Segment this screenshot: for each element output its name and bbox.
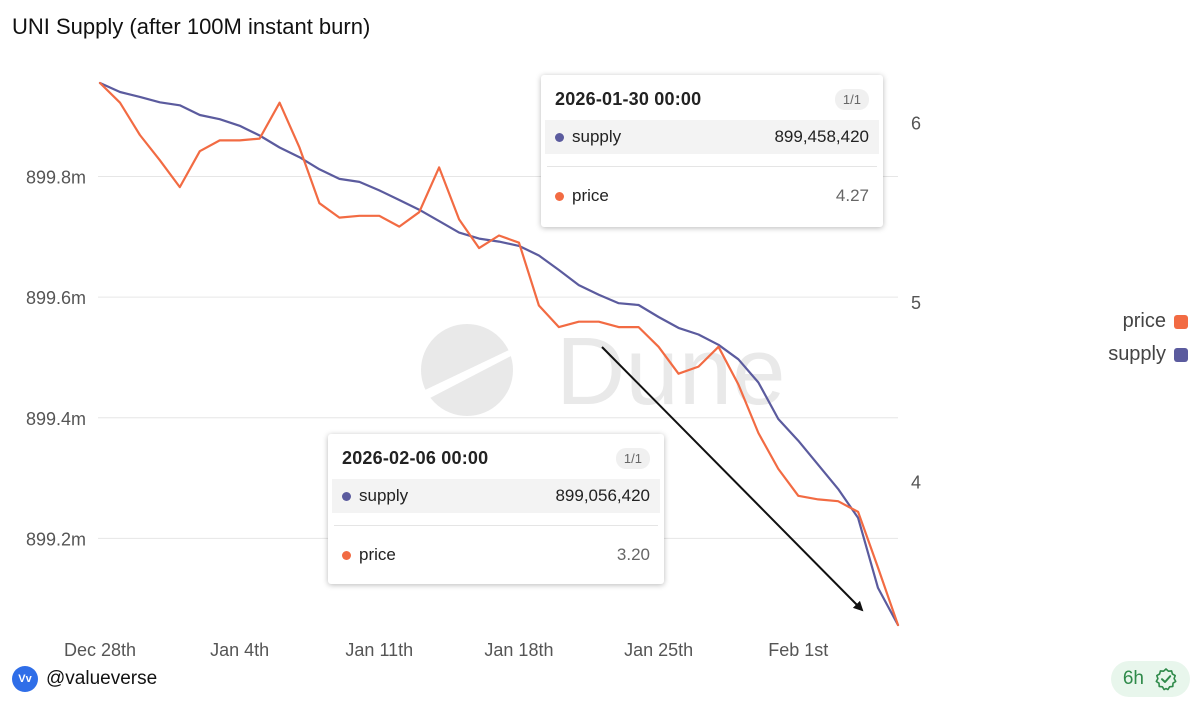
legend-swatch-price	[1174, 314, 1188, 329]
tooltip-value: 3.20	[616, 545, 650, 564]
tooltip-page-badge: 1/1	[834, 89, 869, 110]
tooltip-series-name: price	[359, 545, 396, 564]
watermark-text: Dune	[556, 318, 786, 425]
chart-title: UNI Supply (after 100M instant burn)	[12, 14, 371, 39]
tooltip-2026-01-30: 2026-01-30 00:00 1/1 supply 899,458,420 …	[541, 75, 883, 227]
tooltip-series-name: supply	[572, 127, 622, 146]
price-dot-icon	[342, 550, 351, 560]
legend-item-supply[interactable]: supply	[1108, 343, 1188, 366]
tooltip-date: 2026-01-30 00:00	[555, 89, 702, 109]
tooltip-row-price: price 4.27	[545, 179, 879, 213]
legend-item-price[interactable]: price	[1123, 310, 1188, 333]
author-username: @valueverse	[46, 668, 158, 689]
tooltip-divider	[547, 166, 877, 167]
x-tick-label: Jan 11th	[345, 640, 413, 660]
y-right-tick-label: 6	[911, 113, 921, 133]
x-tick-label: Feb 1st	[768, 640, 828, 660]
axis-layer: 899.8m 899.6m 899.4m 899.2m 6 5 4 Dec 28th Jan 4…	[26, 113, 921, 660]
legend-label-price: price	[1122, 310, 1166, 332]
legend-label-supply: supply	[1108, 343, 1166, 365]
tooltip-series-name: supply	[359, 486, 409, 505]
trend-arrow	[601, 346, 864, 612]
chart-legend: price supply	[1108, 310, 1188, 366]
x-tick-label: Jan 25th	[624, 640, 693, 660]
tooltip-divider	[334, 525, 658, 526]
refresh-interval-label: 6h	[1122, 668, 1144, 689]
annotation-arrow	[601, 346, 864, 612]
supply-dot-icon	[342, 491, 351, 501]
y-left-tick-label: 899.4m	[26, 409, 86, 429]
supply-dot-icon	[555, 132, 564, 142]
valueverse-logo-icon: Vv	[12, 666, 38, 692]
tooltip-value: 899,458,420	[774, 127, 869, 146]
y-right-tick-label: 4	[911, 472, 921, 492]
x-tick-label: Jan 4th	[210, 640, 269, 660]
tooltip-row-supply: supply 899,056,420	[332, 479, 660, 513]
tooltip-row-supply: supply 899,458,420	[545, 120, 879, 154]
tooltip-2026-02-06: 2026-02-06 00:00 1/1 supply 899,056,420 …	[328, 434, 664, 584]
tooltip-value: 899,056,420	[555, 486, 650, 505]
series-line-price[interactable]	[98, 81, 900, 627]
tooltip-series-name: price	[572, 186, 609, 205]
series-line-supply[interactable]	[98, 81, 900, 627]
x-tick-label: Jan 18th	[484, 640, 553, 660]
tooltip-page-badge: 1/1	[615, 448, 650, 469]
price-dot-icon	[555, 191, 564, 201]
author-credit[interactable]: Vv @valueverse	[12, 666, 157, 692]
legend-swatch-supply	[1174, 347, 1188, 362]
series-layer	[98, 81, 900, 627]
y-left-tick-label: 899.2m	[26, 529, 86, 549]
y-right-tick-label: 5	[911, 293, 921, 313]
refresh-badge[interactable]: 6h	[1110, 661, 1190, 697]
verified-check-icon	[1155, 668, 1177, 691]
y-left-tick-label: 899.8m	[26, 167, 86, 187]
tooltip-value: 4.27	[835, 186, 869, 205]
tooltip-row-price: price 3.20	[332, 538, 660, 572]
tooltip-date: 2026-02-06 00:00	[342, 448, 489, 468]
y-left-tick-label: 899.6m	[26, 288, 86, 308]
dune-logo-stripe	[425, 350, 511, 398]
x-tick-label: Dec 28th	[64, 640, 136, 660]
